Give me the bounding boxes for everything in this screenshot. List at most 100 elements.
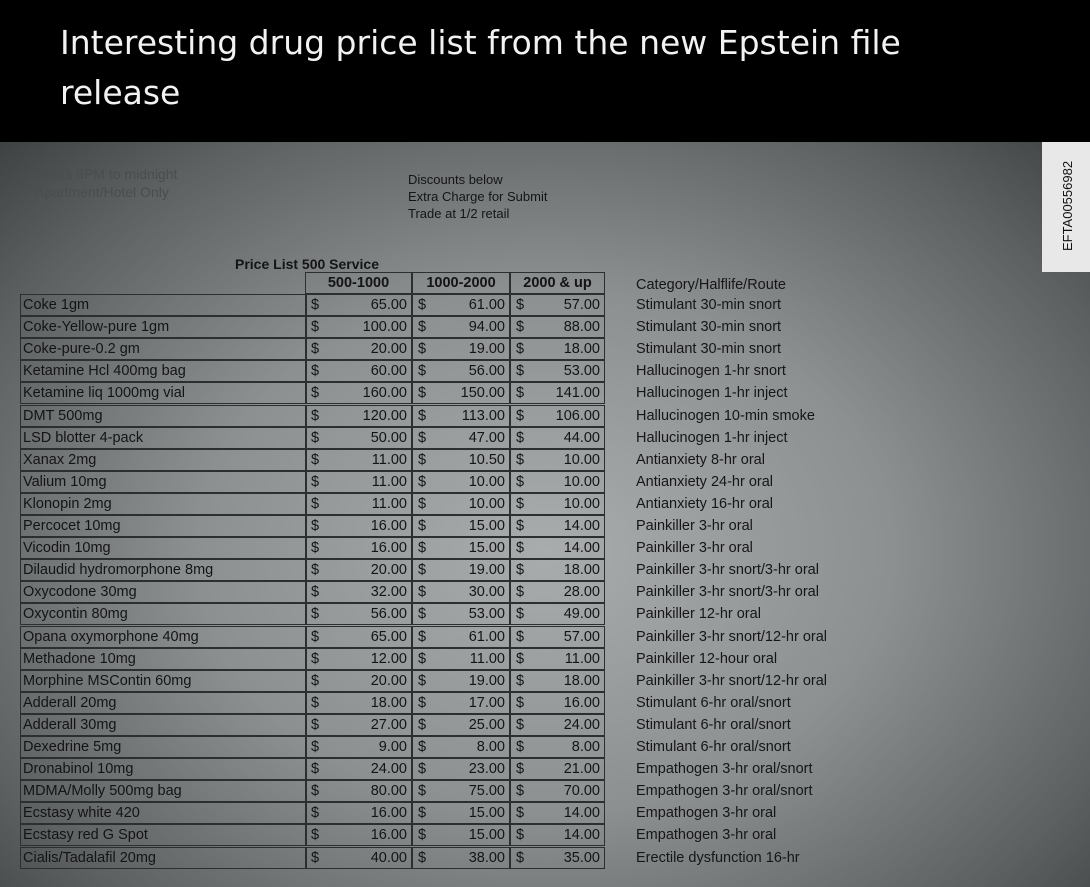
price-cell: $11.00 — [510, 647, 605, 670]
currency-symbol: $ — [516, 297, 525, 313]
currency-symbol: $ — [311, 827, 320, 844]
price-cell: $17.00 — [412, 691, 510, 714]
item-name: LSD blotter 4-pack — [20, 426, 307, 449]
price-cell: $100.00 — [305, 316, 412, 339]
currency-symbol: $ — [418, 518, 427, 534]
currency-symbol: $ — [311, 716, 320, 733]
currency-symbol: $ — [516, 385, 525, 402]
price-cell: $9.00 — [305, 736, 412, 758]
price-cell: $61.00 — [412, 294, 510, 316]
side-label-box: EFTA00556982 — [1060, 161, 1075, 251]
price: 14.00 — [563, 827, 600, 844]
price: 25.00 — [468, 716, 505, 733]
price-cell: $14.00 — [510, 802, 605, 825]
price-cell: $10.00 — [510, 448, 605, 471]
currency-symbol: $ — [418, 672, 427, 689]
price: 11.00 — [371, 473, 407, 490]
currency-symbol: $ — [516, 584, 525, 601]
price: 18.00 — [370, 694, 407, 711]
price: 150.00 — [460, 385, 505, 402]
currency-symbol: $ — [516, 650, 525, 667]
category-route: Empathogen 3-hr oral — [636, 827, 777, 844]
item-name: Valium 10mg — [20, 470, 307, 493]
price: 15.00 — [468, 805, 505, 822]
note-center: Trade at 1/2 retail — [408, 206, 510, 221]
item-name: Cialis/Tadalafil 20mg — [20, 846, 307, 869]
currency-symbol: $ — [418, 473, 427, 490]
price: 20.00 — [370, 672, 407, 689]
price: 15.00 — [468, 518, 505, 534]
category-route: Erectile dysfunction 16-hr — [636, 849, 800, 866]
category-route: Antianxiety 16-hr oral — [636, 495, 774, 512]
category-route: Stimulant 30-min snort — [636, 297, 782, 313]
currency-symbol: $ — [418, 363, 427, 380]
price-cell: $18.00 — [510, 669, 605, 692]
price-cell: $21.00 — [510, 758, 605, 781]
item-name: DMT 500mg — [20, 404, 307, 427]
document-photo: EFTA00556982 Hours 6PM to midnight Apartm… — [0, 142, 1090, 887]
price-cell: $32.00 — [305, 581, 412, 604]
category-route: Empathogen 3-hr oral/snort — [636, 783, 813, 800]
column-header: 2000 & up — [510, 272, 605, 294]
price: 8.00 — [476, 739, 505, 755]
currency-symbol: $ — [311, 606, 320, 623]
category-route: Painkiller 12-hr oral — [636, 606, 761, 623]
price: 94.00 — [468, 319, 505, 336]
price: 11.00 — [469, 650, 505, 667]
currency-symbol: $ — [311, 341, 320, 358]
currency-symbol: $ — [311, 363, 320, 380]
price: 14.00 — [563, 518, 600, 534]
item-name: Ketamine liq 1000mg vial — [20, 382, 307, 405]
price: 16.00 — [370, 827, 407, 844]
price-cell: $18.00 — [305, 691, 412, 714]
currency-symbol: $ — [311, 739, 320, 755]
column-header: 500-1000 — [305, 272, 412, 294]
price: 16.00 — [370, 540, 407, 557]
price-cell: $35.00 — [510, 846, 605, 869]
price-cell: $11.00 — [305, 492, 412, 515]
currency-symbol: $ — [516, 540, 525, 557]
item-name: Adderall 30mg — [20, 713, 307, 736]
price-cell: $60.00 — [305, 360, 412, 383]
price: 24.00 — [370, 761, 407, 778]
price-cell: $40.00 — [305, 846, 412, 869]
price-cell: $47.00 — [412, 426, 510, 449]
currency-symbol: $ — [418, 628, 427, 645]
currency-symbol: $ — [418, 451, 427, 468]
price: 14.00 — [563, 805, 600, 822]
price: 21.00 — [563, 761, 600, 778]
currency-symbol: $ — [418, 606, 427, 623]
price-cell: $113.00 — [412, 404, 510, 427]
price-cell: $10.00 — [510, 492, 605, 515]
note-left: Apartment/Hotel Only — [35, 184, 169, 200]
currency-symbol: $ — [516, 363, 525, 380]
price-cell: $16.00 — [510, 691, 605, 714]
currency-symbol: $ — [516, 606, 525, 623]
price-cell: $20.00 — [305, 338, 412, 361]
currency-symbol: $ — [516, 341, 525, 358]
currency-symbol: $ — [418, 650, 427, 667]
currency-symbol: $ — [516, 827, 525, 844]
price: 18.00 — [563, 341, 600, 358]
currency-symbol: $ — [516, 672, 525, 689]
price-cell: $15.00 — [412, 537, 510, 560]
price: 10.00 — [563, 473, 600, 490]
item-name: Morphine MSContin 60mg — [20, 669, 307, 692]
price: 38.00 — [468, 849, 505, 866]
price-cell: $19.00 — [412, 669, 510, 692]
price: 44.00 — [563, 429, 600, 446]
item-name: Ketamine Hcl 400mg bag — [20, 360, 307, 383]
price-cell: $57.00 — [510, 625, 605, 648]
price-cell: $18.00 — [510, 559, 605, 582]
category-route: Antianxiety 24-hr oral — [636, 473, 774, 490]
currency-symbol: $ — [311, 495, 320, 512]
currency-symbol: $ — [418, 694, 427, 711]
price: 53.00 — [563, 363, 600, 380]
price-cell: $16.00 — [305, 824, 412, 847]
price-cell: $14.00 — [510, 537, 605, 560]
item-name: Klonopin 2mg — [20, 492, 307, 515]
price-cell: $160.00 — [305, 382, 412, 405]
price: 160.00 — [362, 385, 407, 402]
price-cell: $30.00 — [412, 581, 510, 604]
